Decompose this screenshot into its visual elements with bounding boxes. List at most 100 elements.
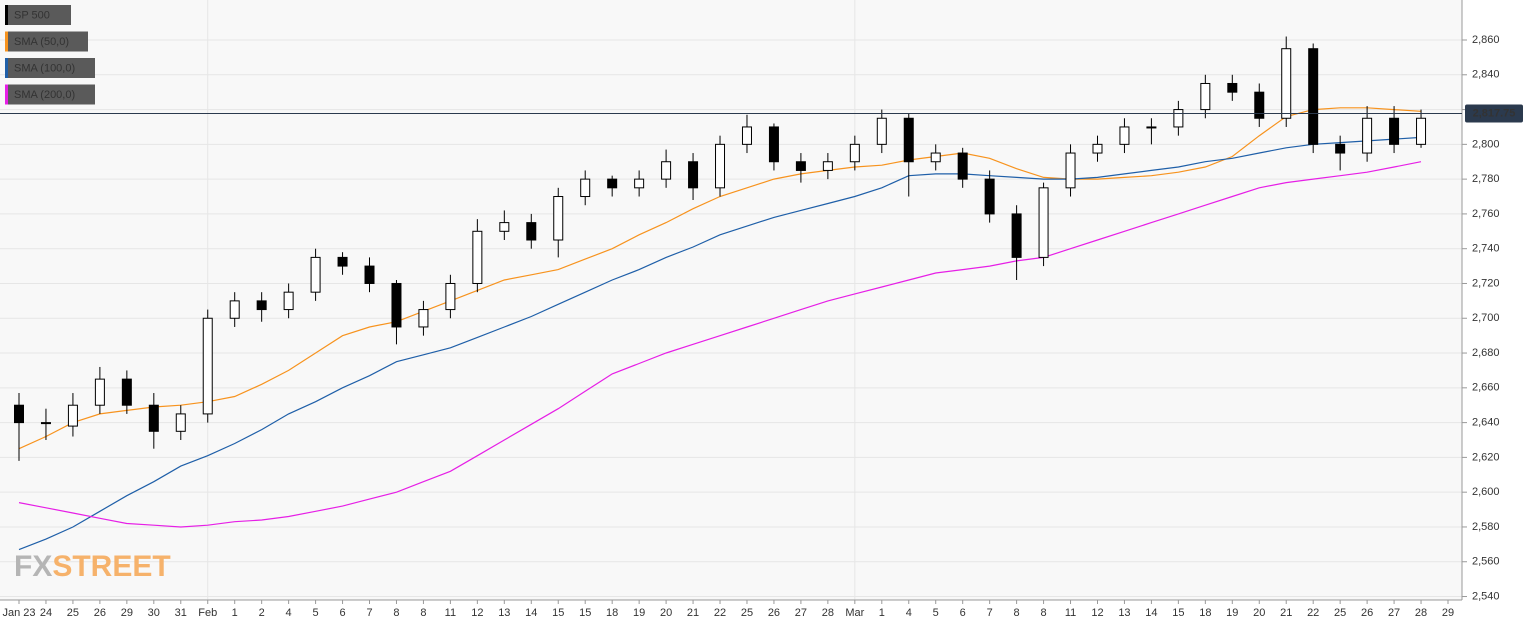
x-tick-label: 19: [633, 607, 645, 619]
x-tick-label: 4: [906, 607, 912, 619]
candle-body: [930, 152, 941, 163]
x-tick-label: 21: [687, 607, 699, 619]
candle-body: [1092, 143, 1103, 154]
candle-body: [688, 161, 699, 189]
y-tick-label: 2,600: [1472, 486, 1500, 498]
x-tick-label: 20: [660, 607, 672, 619]
candle-body: [1308, 48, 1319, 145]
x-tick-label: 13: [498, 607, 510, 619]
x-tick-label: 15: [1172, 607, 1184, 619]
x-tick-label: 30: [148, 607, 160, 619]
y-tick-label: 2,840: [1472, 69, 1500, 81]
logo-fx: FX: [14, 550, 52, 583]
x-tick-label: 5: [933, 607, 939, 619]
candle-body: [148, 404, 159, 432]
candle-body: [876, 117, 887, 145]
x-tick-label: 8: [1041, 607, 1047, 619]
x-tick-label: 22: [1307, 607, 1319, 619]
x-tick-label: 27: [1388, 607, 1400, 619]
candle-body: [121, 378, 132, 406]
last-price-box: [1465, 104, 1523, 123]
candle-body: [1389, 117, 1400, 145]
y-tick-label: 2,700: [1472, 312, 1500, 324]
candle-body: [310, 256, 321, 293]
candle-body: [40, 422, 51, 425]
x-tick-label: 14: [1145, 607, 1157, 619]
candle-body: [1362, 117, 1373, 154]
x-tick-label: Feb: [198, 607, 217, 619]
candle-body: [229, 300, 240, 319]
logo-street: STREET: [52, 550, 170, 583]
candle-body: [849, 143, 860, 163]
sma-line: [18, 161, 1422, 528]
y-tick-label: 2,720: [1472, 277, 1500, 289]
y-tick-label: 2,660: [1472, 382, 1500, 394]
y-tick-label: 2,560: [1472, 556, 1500, 568]
x-tick-label: 19: [1226, 607, 1238, 619]
candle-body: [1227, 82, 1238, 93]
x-tick-label: 22: [714, 607, 726, 619]
x-tick-label: Jan 23: [2, 607, 35, 619]
x-tick-label: 7: [987, 607, 993, 619]
x-tick-label: 8: [393, 607, 399, 619]
legend-label: SMA (50,0): [14, 36, 69, 48]
candle-body: [472, 230, 483, 284]
y-tick-label: 2,620: [1472, 451, 1500, 463]
x-tick-label: 25: [67, 607, 79, 619]
x-tick-label: 14: [525, 607, 537, 619]
x-tick-label: 27: [795, 607, 807, 619]
x-tick-label: 29: [121, 607, 133, 619]
x-tick-label: 15: [579, 607, 591, 619]
candle-body: [1254, 91, 1265, 119]
candle-body: [1146, 126, 1157, 129]
x-tick-label: 4: [286, 607, 292, 619]
candle-body: [202, 317, 213, 415]
x-tick-label: 31: [175, 607, 187, 619]
candle-body: [1281, 48, 1292, 119]
candle-body: [634, 178, 645, 189]
legend-label: SMA (200,0): [14, 89, 75, 101]
candle-body: [337, 256, 348, 267]
candle-body: [715, 143, 726, 189]
x-tick-label: 1: [232, 607, 238, 619]
x-tick-label: 28: [822, 607, 834, 619]
x-tick-label: 2: [259, 607, 265, 619]
x-tick-label: 18: [606, 607, 618, 619]
candle-body: [1416, 117, 1427, 145]
y-tick-label: 2,580: [1472, 521, 1500, 533]
x-tick-label: 1: [879, 607, 885, 619]
candle-body: [580, 178, 591, 198]
x-tick-label: 6: [339, 607, 345, 619]
x-tick-label: 25: [1334, 607, 1346, 619]
candle-body: [1038, 187, 1049, 258]
candle-body: [661, 161, 672, 180]
candle-body: [1200, 82, 1211, 111]
candle-body: [364, 265, 375, 284]
x-tick-label: 6: [960, 607, 966, 619]
candle-body: [418, 309, 429, 328]
legend-label: SMA (100,0): [14, 62, 75, 74]
plot-area: [0, 0, 1462, 600]
x-tick-label: 24: [40, 607, 52, 619]
y-tick-label: 2,740: [1472, 243, 1500, 255]
x-tick-label: 26: [1361, 607, 1373, 619]
candle-body: [607, 178, 618, 189]
candle-body: [94, 378, 105, 406]
x-tick-label: 11: [1065, 607, 1076, 619]
x-tick-label: 20: [1253, 607, 1265, 619]
legend-box: [5, 5, 71, 25]
y-tick-label: 2,800: [1472, 138, 1500, 150]
logo: FXSTREET: [14, 550, 171, 583]
x-tick-label: Mar: [845, 607, 864, 619]
y-tick-label: 2,780: [1472, 173, 1500, 185]
candle-body: [795, 161, 806, 171]
x-tick-label: 7: [366, 607, 372, 619]
candle-body: [256, 300, 267, 311]
candle-body: [822, 161, 833, 171]
x-tick-label: 8: [420, 607, 426, 619]
legend-box: [5, 84, 95, 105]
candle-body: [67, 404, 78, 427]
x-tick-label: 13: [1118, 607, 1130, 619]
candle-body: [391, 282, 402, 328]
